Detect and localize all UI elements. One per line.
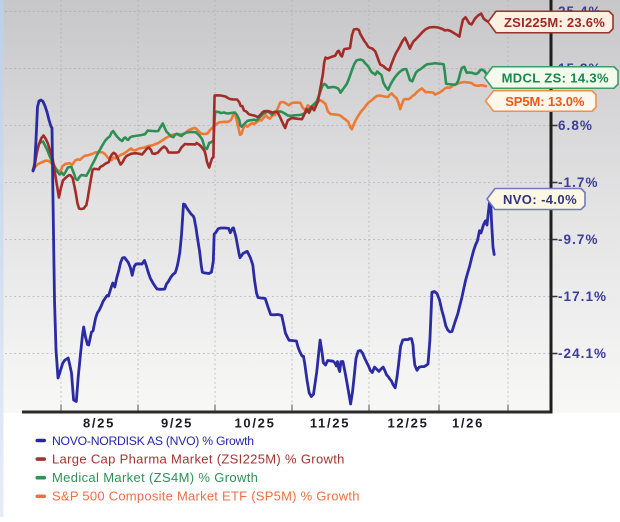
svg-text:-17.1%: -17.1% [558,289,607,304]
svg-text:12/25: 12/25 [387,416,428,431]
svg-text:-24.1%: -24.1% [558,346,607,361]
svg-text:NOVO-NORDISK AS (NVO) % Growth: NOVO-NORDISK AS (NVO) % Growth [52,434,254,448]
svg-text:6.8%: 6.8% [558,118,593,133]
svg-text:Large Cap Pharma Market (ZSI22: Large Cap Pharma Market (ZSI225M) % Grow… [52,452,345,467]
svg-text:10/25: 10/25 [234,416,275,431]
svg-text:-1.7%: -1.7% [558,175,599,190]
svg-text:-9.7%: -9.7% [558,232,599,247]
svg-text:9/25: 9/25 [161,416,193,431]
svg-text:SP5M: 13.0%: SP5M: 13.0% [505,94,585,109]
svg-text:11/25: 11/25 [310,416,350,431]
svg-text:Medical Market (ZS4M) % Growth: Medical Market (ZS4M) % Growth [52,470,258,485]
svg-text:1/26: 1/26 [452,416,484,431]
svg-text:8/25: 8/25 [83,416,115,431]
svg-text:S&P 500 Composite Market ETF (: S&P 500 Composite Market ETF (SP5M) % Gr… [52,489,360,504]
svg-text:NVO: -4.0%: NVO: -4.0% [503,192,577,207]
svg-text:ZSI225M: 23.6%: ZSI225M: 23.6% [504,15,605,30]
svg-text:MDCL ZS: 14.3%: MDCL ZS: 14.3% [502,71,609,86]
